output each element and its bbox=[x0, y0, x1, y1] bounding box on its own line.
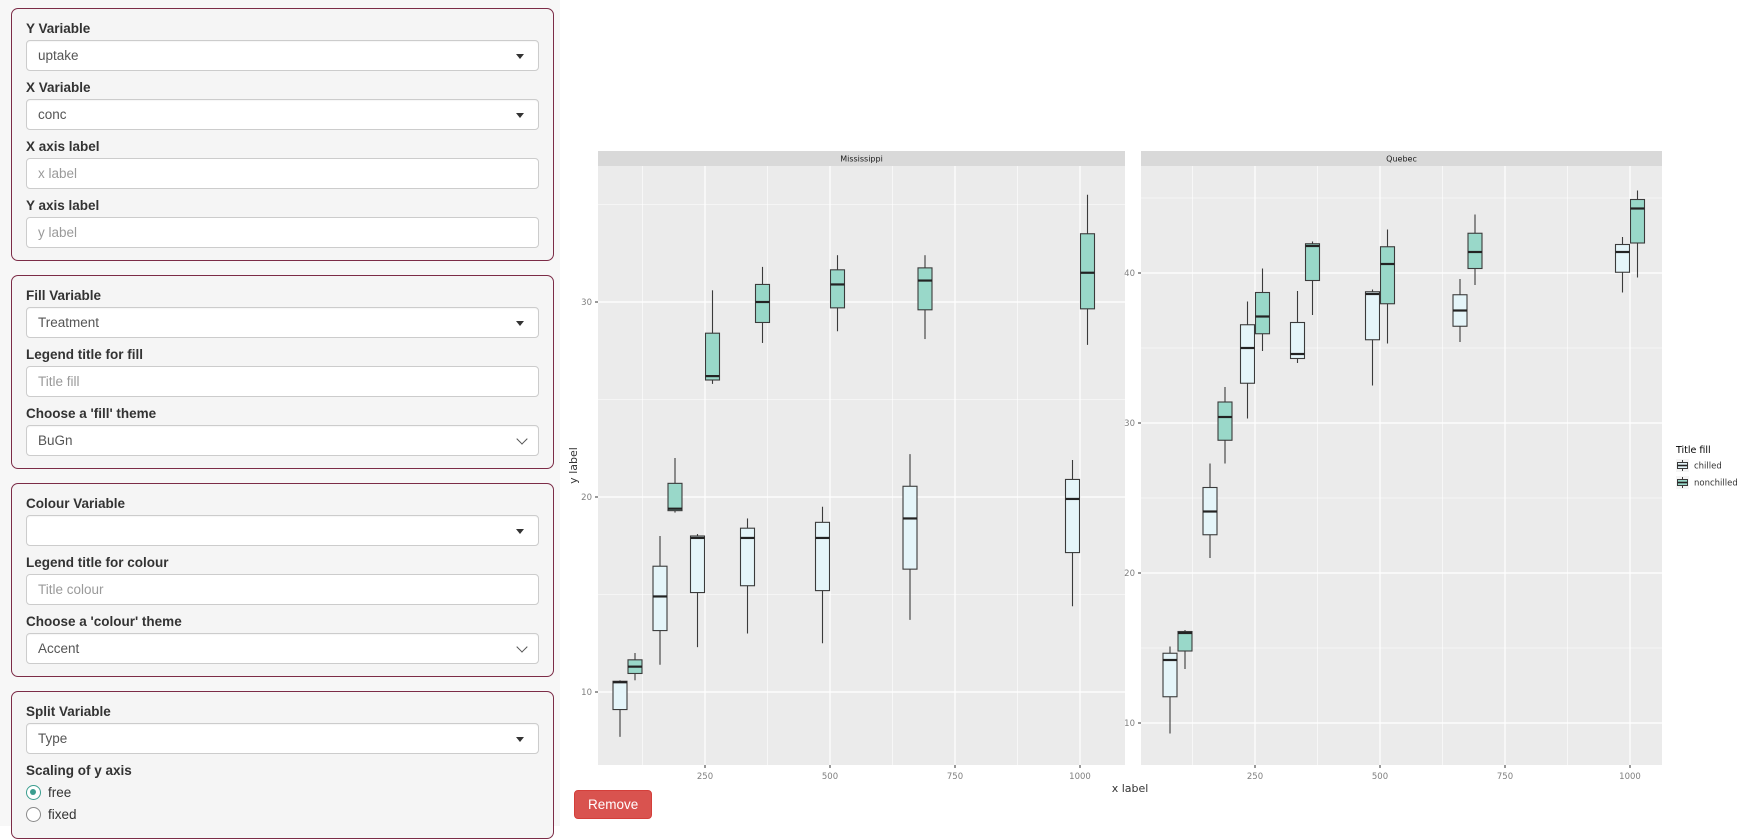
boxplot-box bbox=[1467, 232, 1483, 270]
fill-theme-value: BuGn bbox=[38, 433, 73, 448]
boxplot-box bbox=[1162, 652, 1178, 698]
axes-panel: Y Variable uptake X Variable conc X axis… bbox=[11, 8, 554, 261]
legend-title-fill-label: Legend title for fill bbox=[26, 347, 143, 362]
colour-theme-label: Choose a 'colour' theme bbox=[26, 614, 182, 629]
boxplot-box bbox=[754, 283, 771, 324]
boxplot-box bbox=[1364, 291, 1381, 341]
x-tick-label: 500 bbox=[1372, 772, 1388, 782]
radio-selected-icon bbox=[26, 784, 41, 800]
x-variable-select[interactable]: conc bbox=[26, 99, 539, 130]
facet-strip bbox=[598, 151, 1125, 166]
x-tick-label: 1000 bbox=[1069, 772, 1091, 782]
boxplot-box bbox=[1614, 243, 1631, 273]
caret-down-icon bbox=[516, 529, 524, 534]
x-tick-label: 1000 bbox=[1619, 772, 1641, 782]
facet-strip-label: Quebec bbox=[1386, 155, 1417, 164]
x-tick-label: 750 bbox=[1497, 772, 1513, 782]
colour-variable-label: Colour Variable bbox=[26, 496, 126, 511]
boxplot-box bbox=[1177, 630, 1193, 652]
legend-title-fill-input[interactable] bbox=[26, 366, 539, 397]
fill-variable-label: Fill Variable bbox=[26, 288, 102, 303]
remove-button[interactable]: Remove bbox=[574, 790, 653, 819]
y-tick-label: 10 bbox=[1124, 719, 1135, 729]
boxplot-box bbox=[1629, 198, 1646, 244]
radio-unselected-icon bbox=[26, 806, 41, 822]
caret-down-icon bbox=[516, 737, 524, 742]
boxplot-box bbox=[612, 680, 628, 711]
caret-down-icon bbox=[516, 113, 524, 118]
legend-title-colour-label: Legend title for colour bbox=[26, 555, 169, 570]
boxplot-box bbox=[1217, 401, 1233, 441]
boxplot-box bbox=[704, 332, 721, 381]
caret-down-icon bbox=[516, 321, 524, 326]
y-axis-label-input[interactable] bbox=[26, 217, 539, 248]
fill-variable-select[interactable]: Treatment bbox=[26, 307, 539, 338]
y-axis-label-label: Y axis label bbox=[26, 198, 100, 213]
y-tick-label: 40 bbox=[1124, 269, 1135, 279]
split-variable-select[interactable]: Type bbox=[26, 723, 539, 754]
fill-theme-label: Choose a 'fill' theme bbox=[26, 406, 157, 421]
split-variable-value: Type bbox=[38, 731, 68, 746]
boxplot-box bbox=[667, 482, 683, 512]
boxplot-box bbox=[917, 267, 933, 311]
boxplot-box bbox=[689, 535, 706, 594]
boxplot-box bbox=[1064, 478, 1081, 554]
x-axis-label-input[interactable] bbox=[26, 158, 539, 189]
y-variable-label: Y Variable bbox=[26, 21, 91, 36]
boxplot-box bbox=[1304, 243, 1321, 282]
boxplot-box bbox=[1289, 321, 1306, 360]
legend-entry-label: nonchilled bbox=[1694, 479, 1738, 489]
plot-panel bbox=[598, 166, 1125, 765]
boxplot-box bbox=[814, 521, 831, 592]
caret-down-icon bbox=[516, 54, 524, 59]
legend-title: Title fill bbox=[1675, 445, 1711, 456]
x-variable-label: X Variable bbox=[26, 80, 91, 95]
boxplot-box bbox=[829, 269, 846, 309]
colour-variable-select[interactable] bbox=[26, 515, 539, 546]
boxplot-box bbox=[902, 485, 918, 570]
y-tick-label: 30 bbox=[1124, 419, 1135, 429]
boxplot-box bbox=[652, 565, 668, 632]
radio-fixed-label: fixed bbox=[48, 806, 77, 822]
facet-strip bbox=[1141, 151, 1662, 166]
x-tick-label: 250 bbox=[1247, 772, 1263, 782]
control-sidebar: Y Variable uptake X Variable conc X axis… bbox=[0, 0, 560, 839]
y-tick-label: 30 bbox=[581, 298, 592, 308]
plot-panel bbox=[1141, 166, 1662, 765]
y-tick-label: 20 bbox=[1124, 569, 1135, 579]
boxplot-box bbox=[1079, 233, 1096, 310]
colour-theme-select[interactable]: Accent bbox=[26, 633, 539, 664]
radio-free-label: free bbox=[48, 784, 72, 800]
y-tick-label: 20 bbox=[581, 493, 592, 503]
y-variable-select[interactable]: uptake bbox=[26, 40, 539, 71]
x-tick-label: 500 bbox=[822, 772, 838, 782]
x-axis-title: x label bbox=[1112, 782, 1149, 795]
y-axis-title: y label bbox=[567, 447, 580, 484]
facet-strip-label: Mississippi bbox=[840, 155, 883, 164]
split-variable-label: Split Variable bbox=[26, 704, 111, 719]
y-variable-value: uptake bbox=[38, 48, 79, 63]
fill-panel: Fill Variable Treatment Legend title for… bbox=[11, 275, 554, 469]
radio-scaling-free[interactable]: free bbox=[26, 782, 539, 802]
boxplot-box bbox=[1379, 246, 1396, 305]
colour-panel: Colour Variable Legend title for colour … bbox=[11, 483, 554, 677]
fill-theme-select[interactable]: BuGn bbox=[26, 425, 539, 456]
x-variable-value: conc bbox=[38, 107, 67, 122]
legend-entry-label: chilled bbox=[1694, 462, 1722, 472]
split-panel: Split Variable Type Scaling of y axis fr… bbox=[11, 691, 554, 839]
y-tick-label: 10 bbox=[581, 688, 592, 698]
colour-theme-value: Accent bbox=[38, 641, 80, 656]
radio-scaling-fixed[interactable]: fixed bbox=[26, 804, 539, 824]
scaling-label: Scaling of y axis bbox=[26, 763, 132, 778]
boxplot-box bbox=[1254, 291, 1271, 335]
boxplot-box bbox=[1239, 324, 1256, 384]
x-tick-label: 250 bbox=[697, 772, 713, 782]
fill-variable-value: Treatment bbox=[38, 315, 100, 330]
legend-title-colour-input[interactable] bbox=[26, 574, 539, 605]
x-tick-label: 750 bbox=[947, 772, 963, 782]
x-axis-label-label: X axis label bbox=[26, 139, 100, 154]
boxplot-box bbox=[739, 527, 756, 587]
